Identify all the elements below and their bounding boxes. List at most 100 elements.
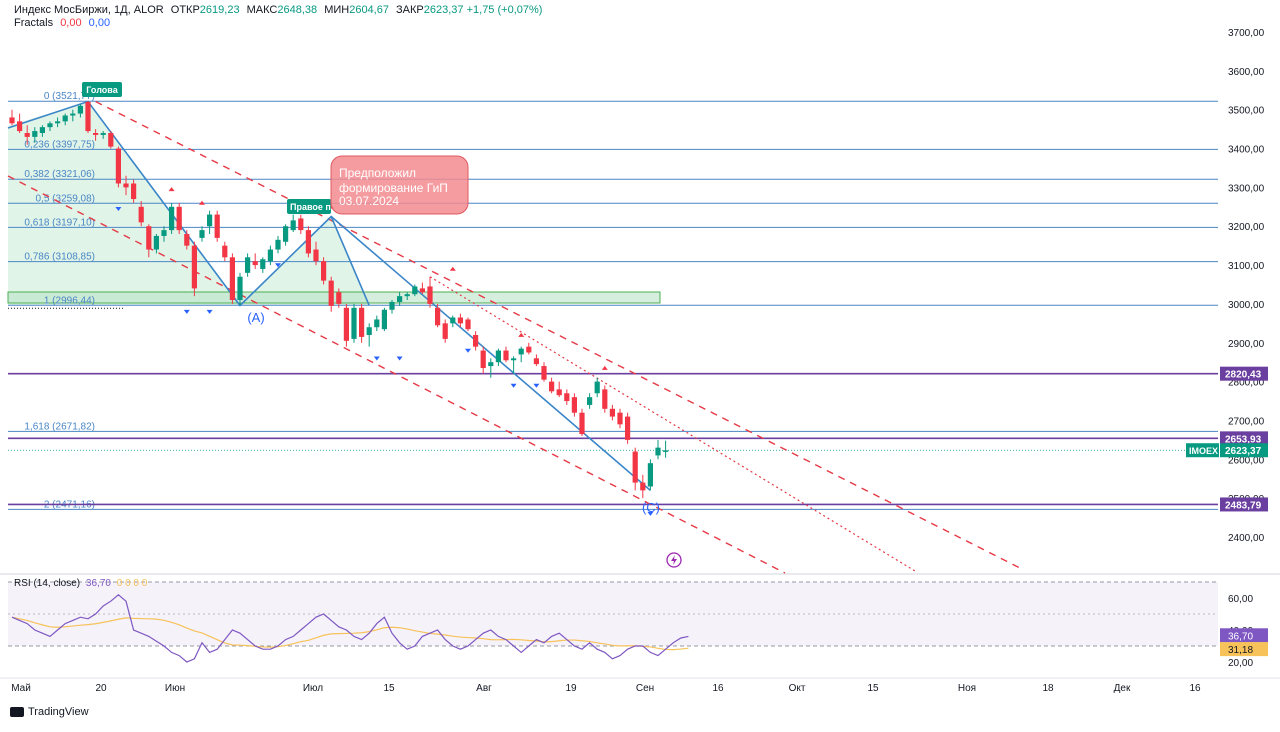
- head-label-box[interactable]: [82, 82, 122, 97]
- symbol-tag[interactable]: [1186, 443, 1219, 458]
- candle[interactable]: [32, 127, 38, 143]
- candle[interactable]: [298, 214, 304, 234]
- candle[interactable]: [397, 292, 403, 306]
- candle[interactable]: [625, 412, 631, 444]
- candle[interactable]: [602, 385, 608, 413]
- wave-segment[interactable]: [330, 216, 370, 306]
- candle[interactable]: [161, 226, 167, 242]
- candle[interactable]: [115, 146, 121, 188]
- candle[interactable]: [541, 362, 547, 382]
- candle[interactable]: [571, 393, 577, 417]
- candle[interactable]: [108, 131, 114, 149]
- candle[interactable]: [93, 129, 99, 141]
- candle[interactable]: [442, 319, 448, 343]
- candle[interactable]: [47, 121, 53, 132]
- fractals-indicator[interactable]: Fractals 0,00 0,00: [14, 17, 110, 29]
- rsi-line[interactable]: [11, 594, 689, 663]
- candle[interactable]: [381, 307, 387, 332]
- candle[interactable]: [313, 241, 319, 266]
- candle[interactable]: [245, 253, 251, 277]
- candle[interactable]: [24, 125, 30, 145]
- candle[interactable]: [123, 175, 129, 196]
- rsi-pane[interactable]: [8, 578, 1218, 678]
- candle[interactable]: [488, 358, 494, 378]
- candle[interactable]: [359, 303, 365, 343]
- candle[interactable]: [321, 257, 327, 285]
- candle[interactable]: [39, 125, 45, 137]
- rsi-header[interactable]: RSI (14, close) 36,70 0 0 0 0: [14, 578, 147, 589]
- tradingview-logo[interactable]: TradingView: [10, 706, 89, 718]
- candle[interactable]: [495, 348, 501, 367]
- support-zone-rect[interactable]: [7, 291, 661, 304]
- candle[interactable]: [176, 202, 182, 234]
- candle[interactable]: [663, 440, 669, 458]
- candle[interactable]: [655, 439, 661, 460]
- candle[interactable]: [617, 408, 623, 429]
- candle[interactable]: [275, 235, 281, 254]
- candle[interactable]: [290, 214, 296, 233]
- candle[interactable]: [389, 300, 395, 314]
- candle[interactable]: [435, 303, 441, 328]
- last-price-tag[interactable]: [1220, 443, 1268, 458]
- rsi-ma-tag[interactable]: [1220, 642, 1268, 657]
- candle[interactable]: [62, 113, 68, 126]
- price-tag[interactable]: [1220, 431, 1268, 446]
- candle[interactable]: [9, 109, 15, 126]
- candle[interactable]: [579, 408, 585, 436]
- candle[interactable]: [169, 202, 175, 234]
- candle[interactable]: [17, 113, 23, 133]
- candle[interactable]: [473, 331, 479, 351]
- candle[interactable]: [343, 303, 349, 347]
- candle[interactable]: [267, 245, 273, 266]
- candle[interactable]: [549, 377, 555, 394]
- candle[interactable]: [305, 226, 311, 258]
- candle[interactable]: [419, 282, 425, 295]
- right-shoulder-label-box[interactable]: [287, 199, 331, 214]
- candle[interactable]: [70, 109, 76, 122]
- candle[interactable]: [503, 346, 509, 363]
- channel-upper-line[interactable]: [95, 100, 1023, 570]
- candle[interactable]: [594, 377, 600, 398]
- candle[interactable]: [85, 101, 91, 133]
- candle[interactable]: [207, 210, 213, 234]
- candle[interactable]: [336, 288, 342, 308]
- candle[interactable]: [480, 346, 486, 374]
- candle[interactable]: [283, 224, 289, 246]
- candle[interactable]: [518, 346, 524, 363]
- candle[interactable]: [556, 381, 562, 398]
- candle[interactable]: [533, 354, 539, 367]
- candle[interactable]: [237, 272, 243, 306]
- candle[interactable]: [404, 292, 410, 301]
- candle[interactable]: [222, 241, 228, 262]
- candle[interactable]: [609, 404, 615, 421]
- candle[interactable]: [450, 315, 456, 328]
- candle[interactable]: [191, 241, 197, 297]
- rsi-value-tag[interactable]: [1220, 628, 1268, 643]
- candle[interactable]: [55, 117, 61, 128]
- candle[interactable]: [412, 284, 418, 297]
- candle[interactable]: [366, 323, 372, 347]
- price-tag[interactable]: [1220, 497, 1268, 512]
- candle[interactable]: [153, 234, 159, 254]
- candle[interactable]: [640, 474, 646, 499]
- candle[interactable]: [146, 224, 152, 258]
- note-callout[interactable]: [330, 155, 469, 215]
- candle[interactable]: [260, 257, 266, 273]
- candle[interactable]: [526, 342, 532, 355]
- candle[interactable]: [564, 389, 570, 405]
- channel-lower-line[interactable]: [7, 175, 786, 574]
- candle[interactable]: [427, 276, 433, 308]
- candle[interactable]: [328, 276, 334, 312]
- candle[interactable]: [100, 131, 106, 139]
- candle[interactable]: [214, 210, 220, 242]
- candle[interactable]: [632, 447, 638, 491]
- candle[interactable]: [587, 393, 593, 409]
- candle[interactable]: [138, 200, 144, 227]
- interval[interactable]: 1Д: [114, 4, 128, 16]
- candle[interactable]: [184, 230, 190, 250]
- candle[interactable]: [647, 459, 653, 491]
- candle[interactable]: [252, 253, 258, 269]
- candle[interactable]: [511, 356, 517, 374]
